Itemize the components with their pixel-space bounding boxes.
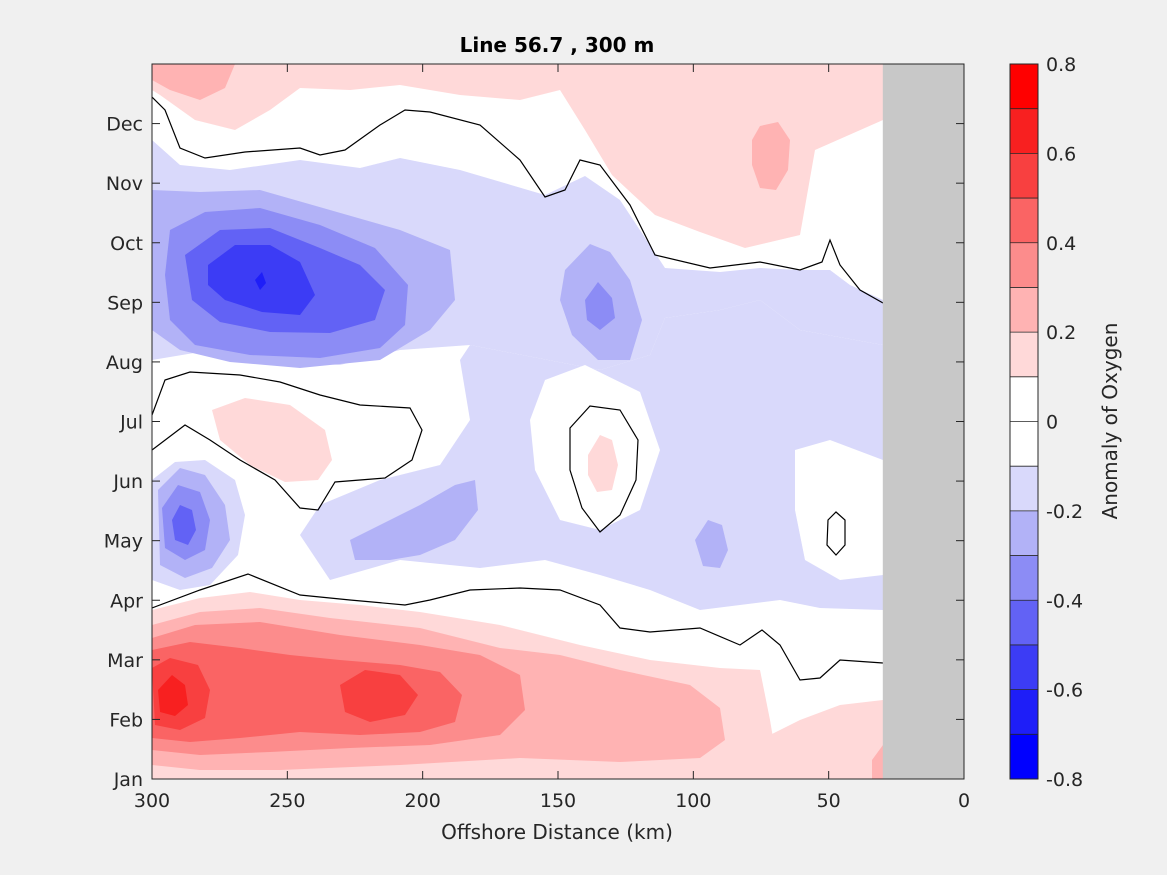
- x-axis-label: Offshore Distance (km): [441, 820, 673, 844]
- colorbar-level: [1010, 600, 1038, 645]
- colorbar-label: Anomaly of Oxygen: [1098, 323, 1122, 520]
- colorbar-tick-label: 0.8: [1046, 54, 1076, 76]
- contour-positive-mid: [588, 435, 618, 492]
- y-tick-label: Feb: [109, 709, 143, 731]
- colorbar-level: [1010, 421, 1038, 467]
- contour-positive-top-core: [152, 64, 235, 100]
- contour-negative-spring-3: [172, 505, 196, 545]
- contour-negative-may: [350, 480, 478, 560]
- y-tick-label: Apr: [110, 590, 143, 612]
- colorbar-level: [1010, 555, 1038, 601]
- plot-area: 300 250 200 150 100 50 0 Jan Feb Mar Apr May Jun Jul…: [104, 63, 970, 812]
- x-tick-label: 150: [540, 790, 576, 812]
- x-tick-label: 100: [675, 790, 711, 812]
- colorbar-level: [1010, 242, 1038, 288]
- colorbar-tick-label: 0.4: [1046, 233, 1076, 255]
- colorbar-level: [1010, 466, 1038, 511]
- colorbar-tick-label: 0: [1046, 412, 1058, 434]
- colorbar-level: [1010, 332, 1038, 377]
- colorbar-level: [1010, 734, 1038, 779]
- x-tick-label: 50: [817, 790, 841, 812]
- zero-contour-dec: [152, 96, 884, 304]
- contour-negative-may-2: [695, 520, 728, 568]
- colorbar-level: [1010, 153, 1038, 199]
- colorbar-tick-label: -0.2: [1046, 501, 1083, 523]
- zero-contour-aug: [152, 371, 423, 511]
- y-tick-label: Sep: [107, 292, 143, 314]
- contour-negative-mid-core: [585, 282, 615, 330]
- colorbar-tick-label: 0.6: [1046, 143, 1076, 165]
- contour-positive-winter-5: [340, 670, 418, 722]
- y-tick-label: Nov: [106, 173, 143, 195]
- colorbar-tick-label: -0.4: [1046, 590, 1083, 612]
- colorbar-tick-label: 0.2: [1046, 322, 1076, 344]
- colorbar-level: [1010, 376, 1038, 422]
- contour-positive-east: [760, 700, 883, 779]
- contour-negative-summer-hole-2: [795, 440, 883, 580]
- y-tick-label: Jul: [119, 412, 143, 434]
- y-tick-label: Oct: [110, 233, 143, 255]
- x-tick-label: 0: [958, 790, 970, 812]
- colorbar-ticks: -0.8 -0.6 -0.4 -0.2 0 0.2 0.4 0.6 0.8: [1046, 54, 1083, 791]
- zero-contour-apr: [152, 573, 884, 681]
- contour-positive-winter-6: [158, 675, 188, 716]
- zero-contours: [152, 96, 884, 681]
- colorbar-level: [1010, 108, 1038, 154]
- contour-positive-top: [152, 64, 883, 248]
- x-tick-label: 200: [405, 790, 441, 812]
- colorbar-level: [1010, 510, 1038, 556]
- x-tick-label: 300: [134, 790, 170, 812]
- y-axis-ticks: Jan Feb Mar Apr May Jun Jul Aug Sep Oct Nov Dec: [104, 114, 964, 791]
- colorbar-level: [1010, 198, 1038, 243]
- contour-positive-top-spot: [752, 122, 790, 190]
- y-tick-label: May: [104, 531, 143, 553]
- contour-fills: [152, 64, 883, 779]
- y-tick-label: Mar: [107, 650, 143, 672]
- colorbar-level: [1010, 689, 1038, 735]
- colorbar-levels: [1010, 64, 1038, 779]
- y-tick-label: Jan: [113, 769, 143, 791]
- x-tick-label: 250: [269, 790, 305, 812]
- contour-positive-summer: [212, 398, 332, 482]
- zero-contour-small-loop: [826, 511, 846, 556]
- colorbar-box: [1009, 63, 1039, 780]
- contour-positive-east-corner: [872, 745, 883, 779]
- y-tick-label: Aug: [106, 352, 143, 374]
- colorbar-level: [1010, 64, 1038, 109]
- colorbar-level: [1010, 287, 1038, 333]
- no-data-region: [882, 64, 964, 779]
- colorbar: -0.8 -0.6 -0.4 -0.2 0 0.2 0.4 0.6 0.8 Anomaly of…: [1009, 54, 1122, 791]
- x-axis-ticks: 300 250 200 150 100 50 0: [134, 64, 970, 812]
- colorbar-tick-label: -0.6: [1046, 680, 1083, 702]
- colorbar-level: [1010, 644, 1038, 690]
- y-tick-label: Jun: [112, 471, 143, 493]
- y-tick-label: Dec: [106, 114, 143, 136]
- colorbar-tick-label: -0.8: [1046, 769, 1083, 791]
- chart-title: Line 56.7 , 300 m: [460, 33, 655, 57]
- contour-negative-fall-5: [255, 272, 266, 290]
- zero-contour-loop: [569, 405, 639, 533]
